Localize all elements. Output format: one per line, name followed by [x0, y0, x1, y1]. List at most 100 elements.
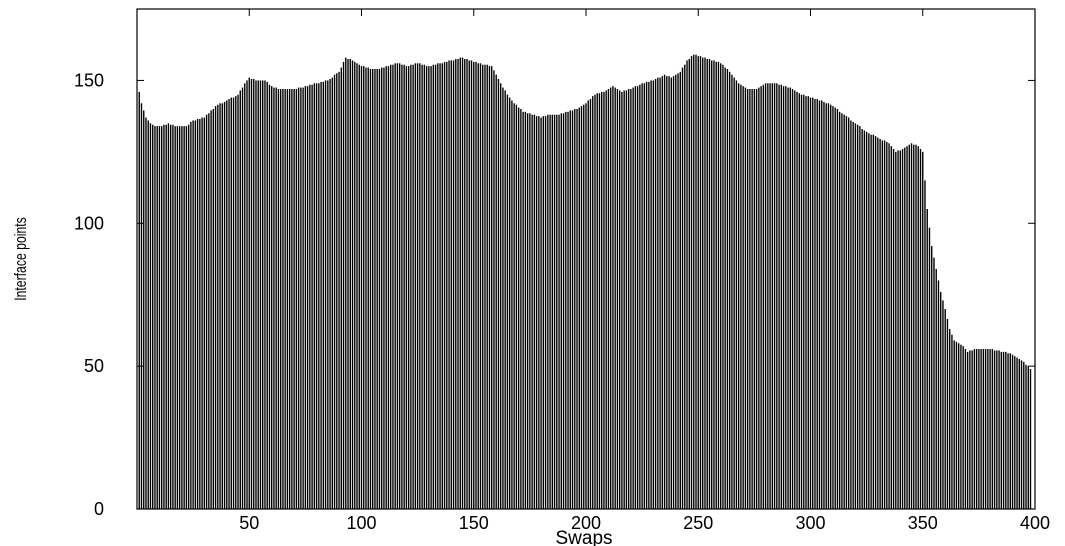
bar [847, 117, 850, 509]
bar [336, 73, 338, 509]
bar [805, 96, 807, 509]
bar [394, 63, 396, 509]
bar [439, 63, 441, 509]
bar [443, 61, 446, 510]
bar [212, 109, 215, 509]
bar [605, 90, 607, 510]
bar [859, 126, 861, 509]
bar [475, 61, 477, 510]
bar [169, 124, 172, 510]
bar [955, 341, 958, 509]
x-tick-label: 150 [459, 513, 489, 533]
bar [246, 80, 248, 510]
bar [589, 99, 592, 509]
bar [978, 349, 980, 509]
bar [937, 280, 940, 509]
bar [331, 77, 334, 509]
bar [607, 89, 610, 509]
bar [571, 110, 574, 510]
bar [601, 91, 603, 510]
bar [515, 104, 518, 510]
bar [706, 59, 708, 509]
bar [178, 126, 181, 509]
bar [1011, 354, 1014, 509]
bar [634, 86, 637, 509]
bar [661, 76, 664, 509]
bar [363, 66, 365, 509]
bar [975, 349, 978, 509]
bar [585, 103, 587, 509]
bar [731, 74, 733, 510]
bar [403, 64, 405, 510]
bar [163, 124, 165, 510]
bar [324, 80, 327, 510]
bar [237, 94, 239, 510]
bar [149, 123, 152, 509]
bar [140, 103, 143, 509]
bar [800, 94, 803, 510]
bars-group [138, 54, 1032, 510]
bar [322, 81, 325, 510]
bar [654, 79, 657, 509]
bar [798, 93, 800, 509]
bar [717, 61, 720, 510]
bar [279, 89, 282, 509]
bar [883, 140, 886, 509]
bar [226, 100, 228, 510]
bar [713, 60, 715, 510]
bar [410, 64, 412, 510]
bar [392, 64, 394, 510]
bar [286, 89, 289, 509]
bar [621, 91, 623, 510]
bar [1007, 353, 1009, 509]
bar [165, 124, 167, 510]
bar [504, 90, 506, 510]
bar [574, 109, 576, 509]
bar [235, 96, 237, 509]
bar [457, 59, 459, 509]
bar [450, 60, 452, 510]
bar [686, 60, 688, 510]
bar [1020, 360, 1023, 509]
bar [257, 80, 259, 510]
x-tick-label: 200 [571, 513, 601, 533]
bar [383, 67, 385, 509]
bar [241, 87, 244, 509]
bar [962, 346, 964, 509]
bar [809, 97, 812, 509]
bar [176, 126, 179, 509]
bar [737, 83, 740, 509]
bar [228, 99, 230, 509]
bar [208, 113, 210, 509]
bar [181, 126, 183, 509]
bar [740, 84, 742, 510]
bar [506, 94, 509, 510]
bar [367, 67, 369, 509]
bar [306, 86, 309, 509]
bar [834, 107, 836, 509]
bar [1025, 364, 1027, 509]
bar [416, 63, 419, 509]
bar [551, 114, 554, 510]
bar [971, 350, 973, 509]
bar [1016, 357, 1018, 509]
bar [183, 126, 185, 509]
bar [672, 76, 675, 509]
x-axis-title: Swaps [555, 528, 612, 546]
bar [223, 101, 226, 510]
bar [533, 114, 536, 510]
bar [396, 63, 399, 509]
bar [277, 89, 280, 509]
bar [627, 89, 630, 509]
bar [645, 81, 648, 510]
bar [850, 120, 852, 510]
bar [583, 104, 585, 510]
bar [205, 114, 208, 510]
bar [852, 121, 854, 510]
bar [618, 90, 621, 510]
bar [587, 100, 589, 510]
bar [172, 124, 174, 510]
bar [1009, 353, 1011, 509]
bar [488, 66, 491, 509]
y-tick-label: 150 [74, 70, 104, 90]
